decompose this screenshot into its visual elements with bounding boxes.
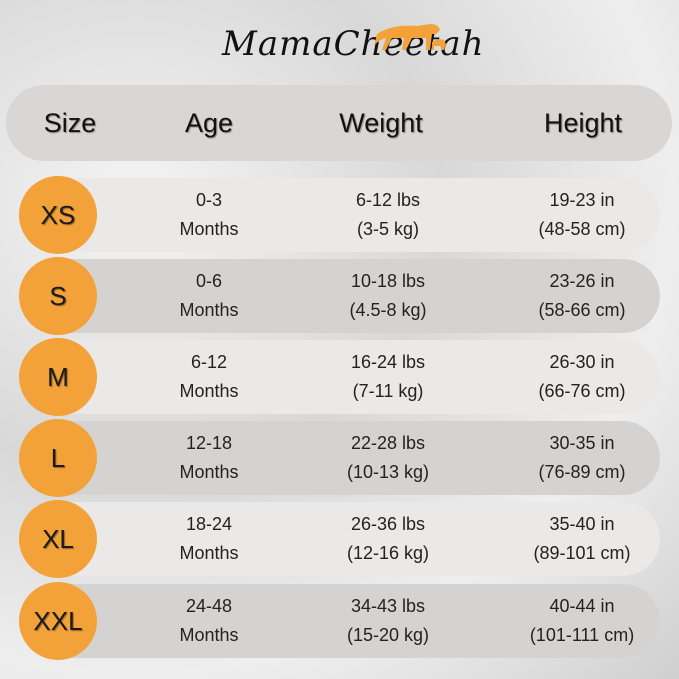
height-line-2: (48-58 cm): [538, 219, 626, 239]
table-header: Size Age Weight Height: [6, 85, 672, 161]
age-line-1: 0-3: [195, 190, 222, 210]
size-badge: XS: [19, 176, 97, 254]
row-bar: [50, 340, 660, 414]
height-line-2: (66-76 cm): [538, 381, 626, 401]
size-badge: S: [19, 257, 97, 335]
age-cell: 6-12 Months: [179, 348, 238, 406]
size-badge: M: [19, 338, 97, 416]
row-bar: [50, 502, 660, 576]
brand-logo: MamaCheetah: [222, 16, 484, 76]
weight-line-2: (10-13 kg): [346, 462, 430, 482]
row-bar: [50, 584, 660, 658]
age-cell: 24-48 Months: [179, 592, 238, 650]
weight-line-1: 26-36 lbs: [350, 514, 426, 534]
height-line-1: 26-30 in: [549, 352, 615, 372]
weight-line-1: 34-43 lbs: [350, 596, 426, 616]
height-cell: 23-26 in (58-66 cm): [538, 267, 625, 325]
weight-line-2: (3-5 kg): [356, 219, 420, 239]
age-cell: 0-6 Months: [179, 267, 238, 325]
size-badge: L: [19, 419, 97, 497]
weight-line-1: 6-12 lbs: [355, 190, 421, 210]
row-bar: [50, 421, 660, 495]
size-label: XL: [42, 523, 74, 554]
weight-line-2: (4.5-8 kg): [349, 300, 427, 320]
age-cell: 18-24 Months: [179, 510, 238, 568]
weight-line-2: (12-16 kg): [346, 543, 430, 563]
size-label: M: [47, 361, 69, 392]
weight-line-1: 16-24 lbs: [350, 352, 426, 372]
weight-cell: 34-43 lbs (15-20 kg): [347, 592, 429, 650]
age-line-2: Months: [179, 381, 239, 401]
age-line-1: 24-48: [185, 596, 233, 616]
height-line-1: 23-26 in: [549, 271, 615, 291]
weight-cell: 26-36 lbs (12-16 kg): [347, 510, 429, 568]
weight-cell: 16-24 lbs (7-11 kg): [351, 348, 425, 406]
height-line-2: (58-66 cm): [538, 300, 626, 320]
age-line-2: Months: [179, 543, 239, 563]
weight-cell: 22-28 lbs (10-13 kg): [347, 429, 429, 487]
height-line-1: 35-40 in: [549, 514, 615, 534]
table-row: M 6-12 Months 16-24 lbs (7-11 kg) 26-30 in (66…: [0, 338, 679, 416]
height-cell: 19-23 in (48-58 cm): [538, 186, 625, 244]
height-line-2: (101-111 cm): [529, 625, 635, 645]
age-line-2: Months: [179, 462, 239, 482]
weight-line-2: (15-20 kg): [346, 625, 430, 645]
height-line-1: 30-35 in: [549, 433, 615, 453]
size-badge: XXL: [19, 582, 97, 660]
table-row: L 12-18 Months 22-28 lbs (10-13 kg) 30-35 in (…: [0, 419, 679, 497]
height-cell: 40-44 in (101-111 cm): [530, 592, 634, 650]
weight-cell: 10-18 lbs (4.5-8 kg): [349, 267, 426, 325]
table-row: S 0-6 Months 10-18 lbs (4.5-8 kg) 23-26 in (58…: [0, 257, 679, 335]
height-line-1: 40-44 in: [549, 596, 615, 616]
table-row: XS 0-3 Months 6-12 lbs (3-5 kg) 19-23 in (48-5…: [0, 176, 679, 254]
weight-line-2: (7-11 kg): [352, 381, 424, 401]
header-size: Size: [43, 108, 97, 138]
age-line-1: 0-6: [195, 271, 222, 291]
row-bar: [50, 259, 660, 333]
height-cell: 26-30 in (66-76 cm): [538, 348, 625, 406]
height-cell: 30-35 in (76-89 cm): [538, 429, 625, 487]
header-weight: Weight: [339, 108, 423, 138]
height-line-2: (76-89 cm): [538, 462, 626, 482]
height-line-1: 19-23 in: [549, 190, 615, 210]
age-line-1: 6-12: [190, 352, 228, 372]
table-row: XXL 24-48 Months 34-43 lbs (15-20 kg) 40-44 i…: [0, 582, 679, 660]
header-age: Age: [184, 108, 234, 138]
size-label: S: [49, 280, 67, 311]
table-row: XL 18-24 Months 26-36 lbs (12-16 kg) 35-40 in…: [0, 500, 679, 578]
height-line-2: (89-101 cm): [533, 543, 631, 563]
weight-line-1: 22-28 lbs: [350, 433, 426, 453]
age-line-2: Months: [179, 300, 239, 320]
cheetah-icon: [374, 24, 446, 50]
age-cell: 0-3 Months: [179, 186, 238, 244]
age-line-2: Months: [179, 625, 239, 645]
header-height: Height: [543, 108, 623, 138]
height-cell: 35-40 in (89-101 cm): [533, 510, 630, 568]
size-badge: XL: [19, 500, 97, 578]
size-label: L: [50, 442, 66, 473]
weight-cell: 6-12 lbs (3-5 kg): [356, 186, 420, 244]
row-bar: [50, 178, 660, 252]
age-line-1: 18-24: [185, 514, 233, 534]
age-cell: 12-18 Months: [179, 429, 238, 487]
age-line-2: Months: [179, 219, 239, 239]
size-label: XXL: [33, 605, 83, 636]
weight-line-1: 10-18 lbs: [350, 271, 426, 291]
size-label: XS: [40, 199, 76, 230]
age-line-1: 12-18: [185, 433, 233, 453]
